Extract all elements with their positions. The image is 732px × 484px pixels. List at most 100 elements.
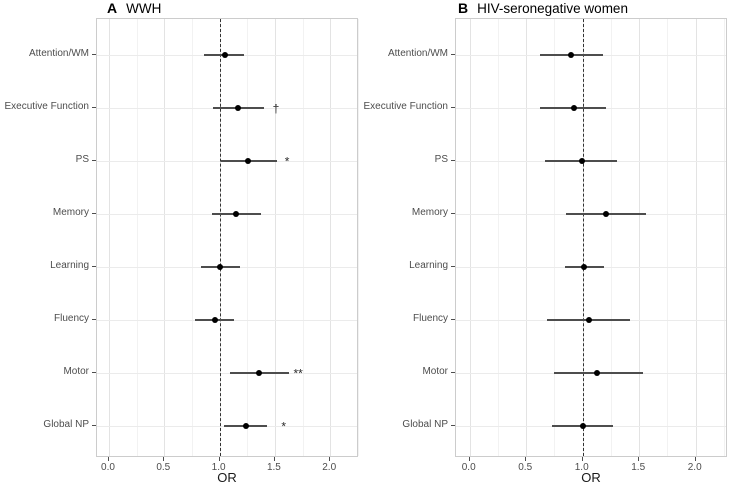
x-tick-label: 0.0 xyxy=(101,462,115,473)
category-label: PS xyxy=(434,154,448,165)
gridline-major xyxy=(274,19,276,456)
gridline-minor xyxy=(723,19,725,456)
forest-dot xyxy=(256,370,263,376)
y-axis-tick xyxy=(92,372,96,373)
y-axis-tick xyxy=(451,266,455,267)
category-label: Learning xyxy=(50,260,89,271)
forest-dot xyxy=(578,158,585,164)
gridline-major xyxy=(330,19,332,456)
x-axis-tick xyxy=(273,457,275,461)
gridline-major xyxy=(109,19,110,456)
gridline-major xyxy=(469,19,471,456)
x-axis-title-wwh: OR xyxy=(217,470,237,484)
category-label: Learning xyxy=(409,260,448,271)
category-label: Fluency xyxy=(53,313,89,324)
x-axis-tick xyxy=(694,457,696,461)
plot-area-wwh: † * ** * xyxy=(96,18,359,457)
panel-b-title-text: HIV-seronegative women xyxy=(477,1,628,16)
forest-dot xyxy=(594,370,601,376)
panel-a-title: A WWH xyxy=(107,0,161,16)
y-axis-tick xyxy=(451,54,455,55)
panel-a-title-text: WWH xyxy=(126,1,162,16)
y-axis-tick xyxy=(92,266,96,267)
forest-dot xyxy=(212,317,219,323)
gridline-minor xyxy=(610,19,612,456)
forest-dot xyxy=(568,52,575,58)
gridline-minor xyxy=(554,19,556,456)
y-axis-tick xyxy=(92,54,96,55)
forest-dot xyxy=(586,317,593,323)
category-label: Global NP xyxy=(43,419,89,430)
y-axis-tick xyxy=(451,160,455,161)
forest-dot xyxy=(233,211,240,217)
gridline-minor xyxy=(247,19,249,456)
x-tick-label: 1.0 xyxy=(211,462,226,473)
panel-a-label: A xyxy=(107,0,118,16)
gridline-row xyxy=(97,373,357,374)
y-axis-tick xyxy=(92,160,96,161)
reference-line xyxy=(219,19,221,456)
x-axis-tick xyxy=(525,457,527,461)
x-axis-tick xyxy=(163,457,165,461)
x-axis-tick xyxy=(329,457,331,461)
gridline-major xyxy=(164,19,166,456)
x-axis-tick xyxy=(218,457,220,461)
x-tick-label: 0.0 xyxy=(461,462,476,473)
significance-annotation: * xyxy=(281,419,287,434)
y-axis-tick xyxy=(451,372,455,373)
panel-b-title: B HIV-seronegative women xyxy=(458,0,628,16)
category-label: Fluency xyxy=(412,313,448,324)
gridline-minor xyxy=(302,19,304,456)
significance-annotation: † xyxy=(272,101,280,116)
gridline-minor xyxy=(667,19,669,456)
forest-dot xyxy=(603,211,610,217)
x-axis-title-seronegative: OR xyxy=(581,470,601,484)
gridline-major xyxy=(695,19,697,456)
x-tick-label: 2.0 xyxy=(687,462,702,473)
forest-dot xyxy=(570,105,577,111)
x-tick-label: 1.5 xyxy=(266,462,281,473)
gridline-major xyxy=(639,19,641,456)
category-label: Attention/WM xyxy=(28,48,89,59)
y-axis-tick xyxy=(451,319,455,320)
significance-annotation: ** xyxy=(293,366,303,381)
reference-line xyxy=(582,19,584,456)
forest-dot xyxy=(216,264,223,270)
y-axis-tick xyxy=(451,107,455,108)
x-axis-tick xyxy=(638,457,640,461)
significance-annotation: * xyxy=(284,154,290,169)
x-axis-tick xyxy=(108,457,109,461)
category-label: Memory xyxy=(52,207,89,218)
x-tick-label: 1.5 xyxy=(631,462,646,473)
y-axis-tick xyxy=(92,213,96,214)
category-label: Motor xyxy=(422,366,448,377)
gridline-minor xyxy=(357,19,359,456)
x-axis-tick xyxy=(581,457,583,461)
x-tick-label: 1.0 xyxy=(574,462,589,473)
forest-dot xyxy=(222,52,229,58)
forest-dot xyxy=(579,423,586,429)
category-label: PS xyxy=(75,154,89,165)
x-tick-label: 0.5 xyxy=(156,462,171,473)
x-axis-tick xyxy=(468,457,470,461)
category-label: Executive Function xyxy=(363,101,449,112)
category-label: Executive Function xyxy=(4,101,90,112)
x-tick-label: 2.0 xyxy=(322,462,337,473)
y-axis-tick xyxy=(451,213,455,214)
y-axis-tick xyxy=(92,425,96,426)
x-tick-label: 0.5 xyxy=(518,462,533,473)
forest-dot xyxy=(580,264,587,270)
category-label: Global NP xyxy=(402,419,448,430)
forest-dot xyxy=(235,105,242,111)
plot-area-seronegative xyxy=(455,18,727,457)
y-axis-tick xyxy=(92,319,96,320)
gridline-minor xyxy=(497,19,499,456)
category-label: Memory xyxy=(411,207,448,218)
category-label: Attention/WM xyxy=(387,48,448,59)
gridline-minor xyxy=(191,19,193,456)
forest-dot xyxy=(245,158,252,164)
forest-dot xyxy=(243,423,250,429)
category-label: Motor xyxy=(63,366,89,377)
